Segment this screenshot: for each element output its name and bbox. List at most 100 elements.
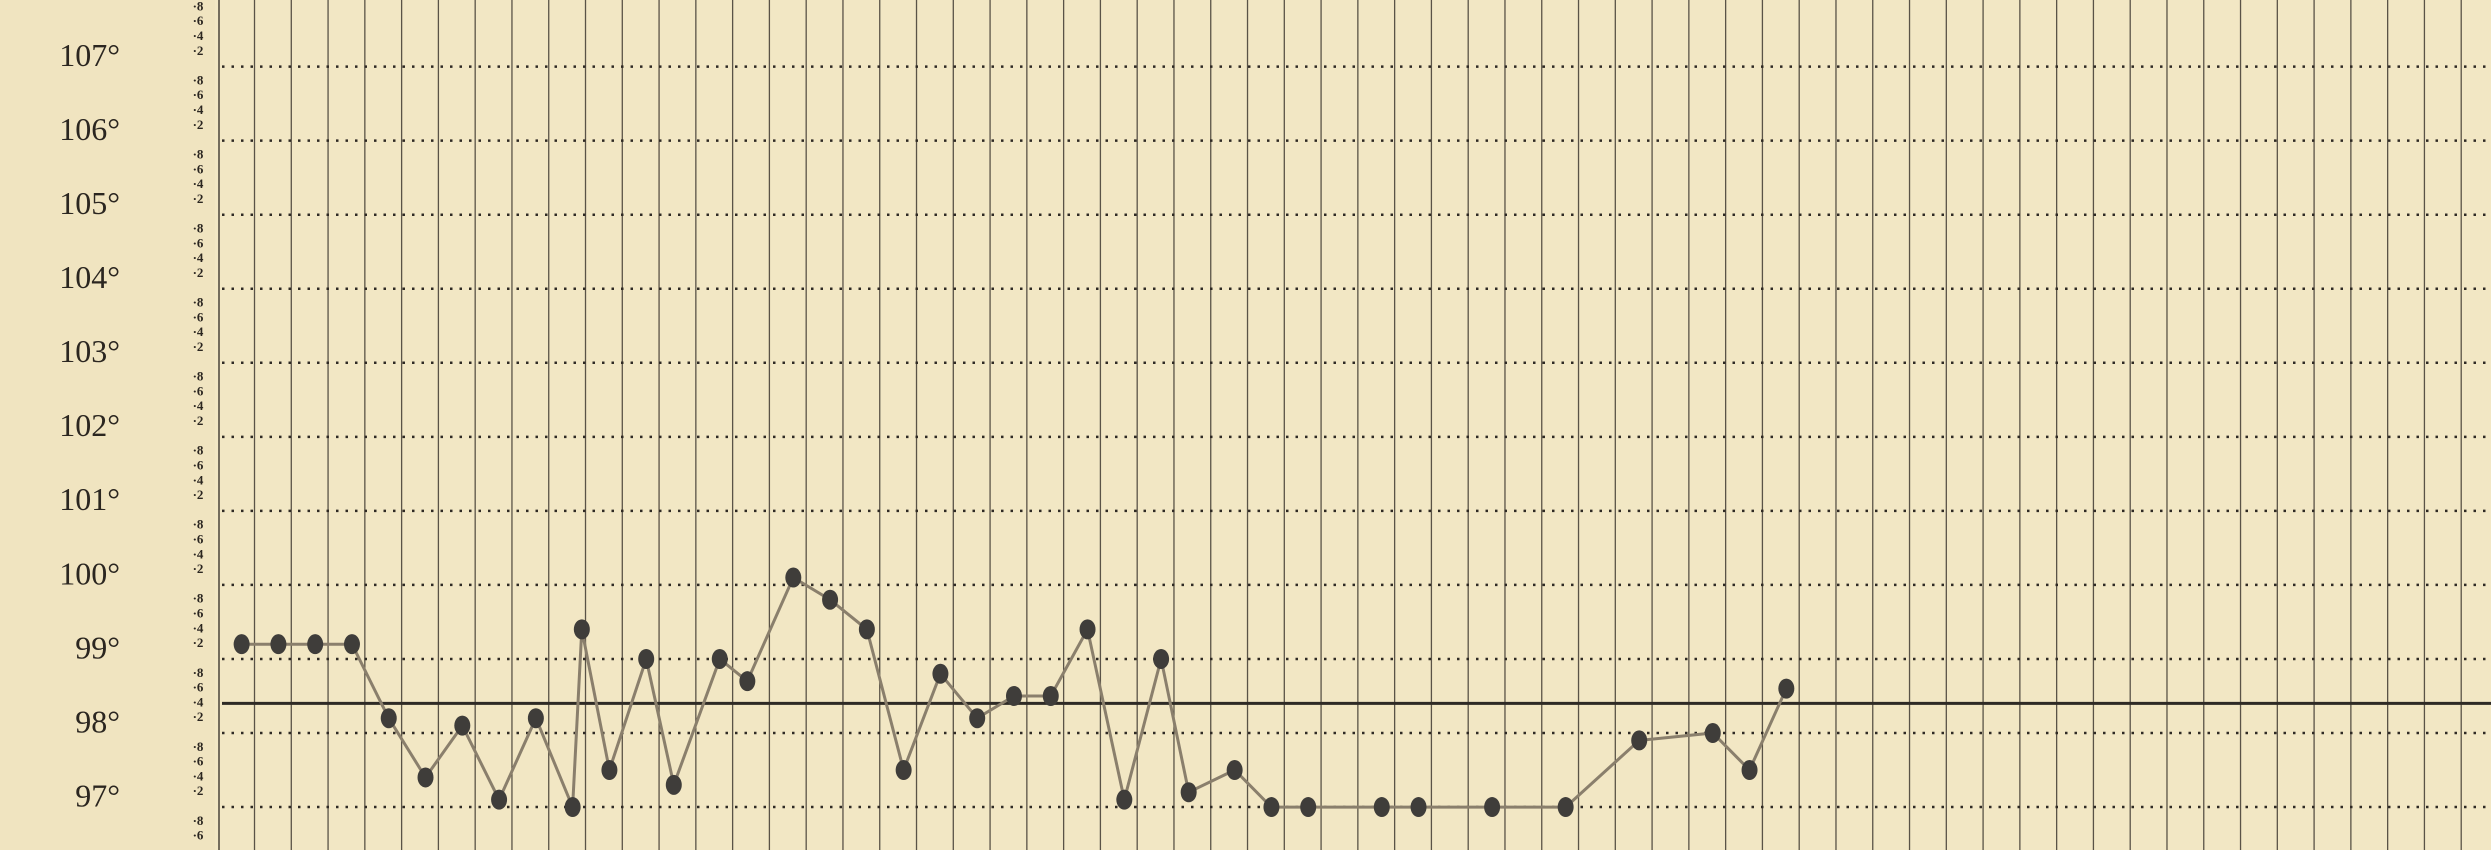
temperature-point [822, 589, 839, 610]
y-minor-tick-label: ·4 [193, 694, 204, 709]
temperature-point [270, 634, 287, 655]
y-minor-tick-label: ·8 [193, 443, 204, 458]
temperature-point [1226, 760, 1243, 781]
y-tick-label: 102° [59, 407, 120, 443]
y-minor-tick-label: ·8 [193, 739, 204, 754]
y-minor-tick-label: ·4 [193, 768, 204, 783]
y-tick-label: 105° [59, 185, 120, 221]
y-tick-label: 107° [59, 37, 120, 73]
y-tick-label: 100° [59, 555, 120, 591]
y-minor-tick-label: ·8 [193, 295, 204, 310]
y-tick-label: 104° [59, 259, 120, 295]
y-tick-label: 97° [75, 777, 120, 813]
y-minor-tick-label: ·4 [193, 250, 204, 265]
y-minor-tick-label: ·8 [193, 221, 204, 236]
y-minor-tick-label: ·6 [193, 754, 204, 769]
temperature-point [1300, 797, 1317, 818]
temperature-point [895, 760, 912, 781]
temperature-point [380, 708, 397, 729]
y-minor-tick-label: ·2 [193, 413, 204, 428]
temperature-point [932, 663, 949, 684]
temperature-point [1153, 648, 1170, 669]
temperature-point [1484, 797, 1501, 818]
temperature-point [573, 619, 590, 640]
y-minor-tick-label: ·8 [193, 665, 204, 680]
temperature-point [1180, 782, 1197, 803]
y-minor-tick-label: ·6 [193, 828, 204, 843]
temperature-point [1557, 797, 1574, 818]
y-minor-tick-label: ·8 [193, 591, 204, 606]
margin [0, 0, 215, 850]
y-minor-tick-label: ·2 [193, 339, 204, 354]
y-minor-tick-label: ·4 [193, 28, 204, 43]
temperature-point [665, 774, 682, 795]
y-minor-tick-label: ·8 [193, 72, 204, 87]
temperature-point [454, 715, 471, 736]
temperature-point [1042, 685, 1059, 706]
temperature-point [1778, 678, 1795, 699]
y-minor-tick-label: ·8 [193, 146, 204, 161]
y-tick-label: 98° [75, 703, 120, 739]
y-minor-tick-label: ·6 [193, 606, 204, 621]
temperature-point [233, 634, 250, 655]
temperature-point [307, 634, 324, 655]
temperature-point [1704, 723, 1721, 744]
y-tick-label: 101° [59, 481, 120, 517]
y-minor-tick-label: ·6 [193, 235, 204, 250]
temperature-point [1079, 619, 1096, 640]
y-tick-label: 106° [59, 111, 120, 147]
temperature-point [638, 648, 655, 669]
temperature-point [1741, 760, 1758, 781]
temperature-point [1263, 797, 1280, 818]
temperature-point [491, 789, 508, 810]
temperature-point [564, 797, 581, 818]
y-minor-tick-label: ·2 [193, 191, 204, 206]
temperature-point [1373, 797, 1390, 818]
y-tick-label: 103° [59, 333, 120, 369]
y-minor-tick-label: ·6 [193, 13, 204, 28]
temperature-point [527, 708, 544, 729]
temperature-point [711, 648, 728, 669]
y-minor-tick-label: ·6 [193, 309, 204, 324]
temperature-point [1116, 789, 1133, 810]
y-minor-tick-label: ·4 [193, 620, 204, 635]
y-minor-tick-label: ·6 [193, 680, 204, 695]
y-minor-tick-label: ·4 [193, 176, 204, 191]
y-minor-tick-label: ·4 [193, 102, 204, 117]
y-minor-tick-label: ·6 [193, 383, 204, 398]
y-minor-tick-label: ·4 [193, 398, 204, 413]
y-minor-tick-label: ·2 [193, 487, 204, 502]
temperature-point [969, 708, 986, 729]
temperature-point [1410, 797, 1427, 818]
y-minor-tick-label: ·6 [193, 457, 204, 472]
y-minor-tick-label: ·2 [193, 635, 204, 650]
y-minor-tick-label: ·2 [193, 117, 204, 132]
y-minor-tick-label: ·8 [193, 369, 204, 384]
y-tick-label: 99° [75, 629, 120, 665]
y-minor-tick-label: ·4 [193, 472, 204, 487]
y-minor-tick-label: ·6 [193, 87, 204, 102]
y-minor-tick-label: ·8 [193, 813, 204, 828]
y-minor-tick-label: ·2 [193, 43, 204, 58]
temperature-point [739, 671, 756, 692]
temperature-point [858, 619, 875, 640]
temperature-point [785, 567, 802, 588]
y-minor-tick-label: ·4 [193, 324, 204, 339]
y-minor-tick-label: ·2 [193, 783, 204, 798]
y-minor-tick-label: ·8 [193, 0, 204, 13]
y-minor-tick-label: ·6 [193, 531, 204, 546]
y-minor-tick-label: ·2 [193, 709, 204, 724]
temperature-point [601, 760, 618, 781]
y-minor-tick-label: ·6 [193, 161, 204, 176]
temperature-point [1631, 730, 1648, 751]
y-minor-tick-label: ·2 [193, 561, 204, 576]
y-minor-tick-label: ·4 [193, 546, 204, 561]
y-minor-tick-label: ·8 [193, 517, 204, 532]
temperature-point [417, 767, 434, 788]
temperature-point [1005, 685, 1022, 706]
y-minor-tick-label: ·2 [193, 265, 204, 280]
temperature-point [343, 634, 360, 655]
